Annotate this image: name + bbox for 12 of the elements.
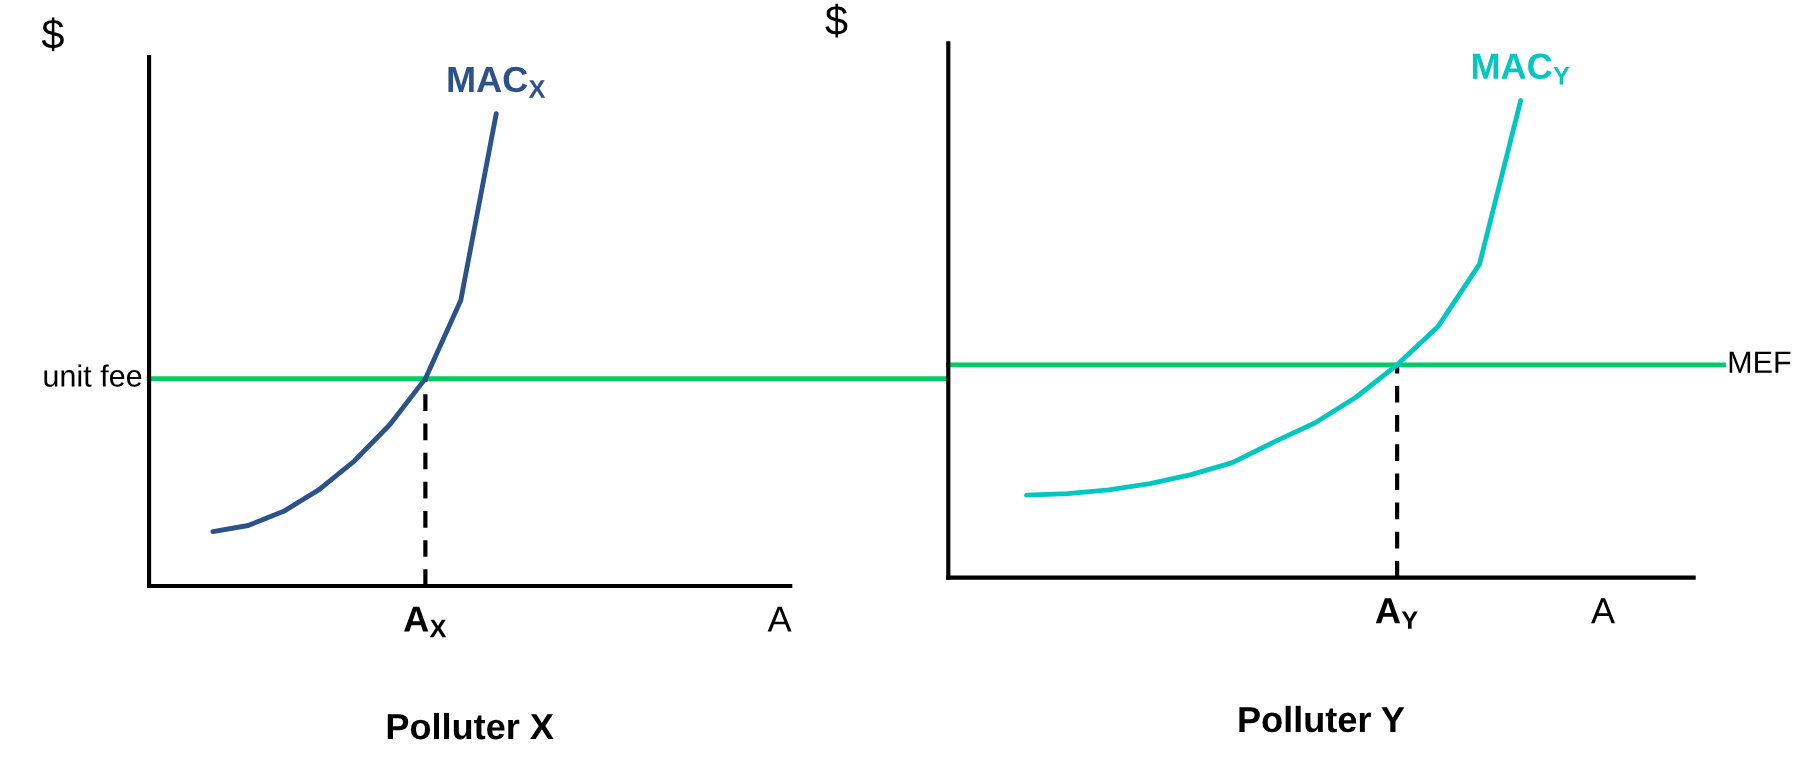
series-label: MAC$_{X}$	[448, 66, 546, 98]
x-tick-label: A$_{X}$	[404, 606, 447, 638]
y-axis-title: $	[41, 17, 64, 52]
ref-line-label: unit fee	[44, 364, 142, 387]
text: Polluter X	[387, 712, 554, 740]
x-tick-label: A$_{Y}$	[1375, 598, 1418, 629]
series-label: MAC$_{Y}$	[1472, 53, 1570, 85]
ref-line-label: MEF	[1729, 351, 1791, 373]
x-tick-label: A	[767, 606, 792, 632]
y-axis-title: $	[825, 3, 848, 38]
x-tick-label: A	[1591, 598, 1615, 624]
text: Polluter Y	[1239, 705, 1405, 733]
